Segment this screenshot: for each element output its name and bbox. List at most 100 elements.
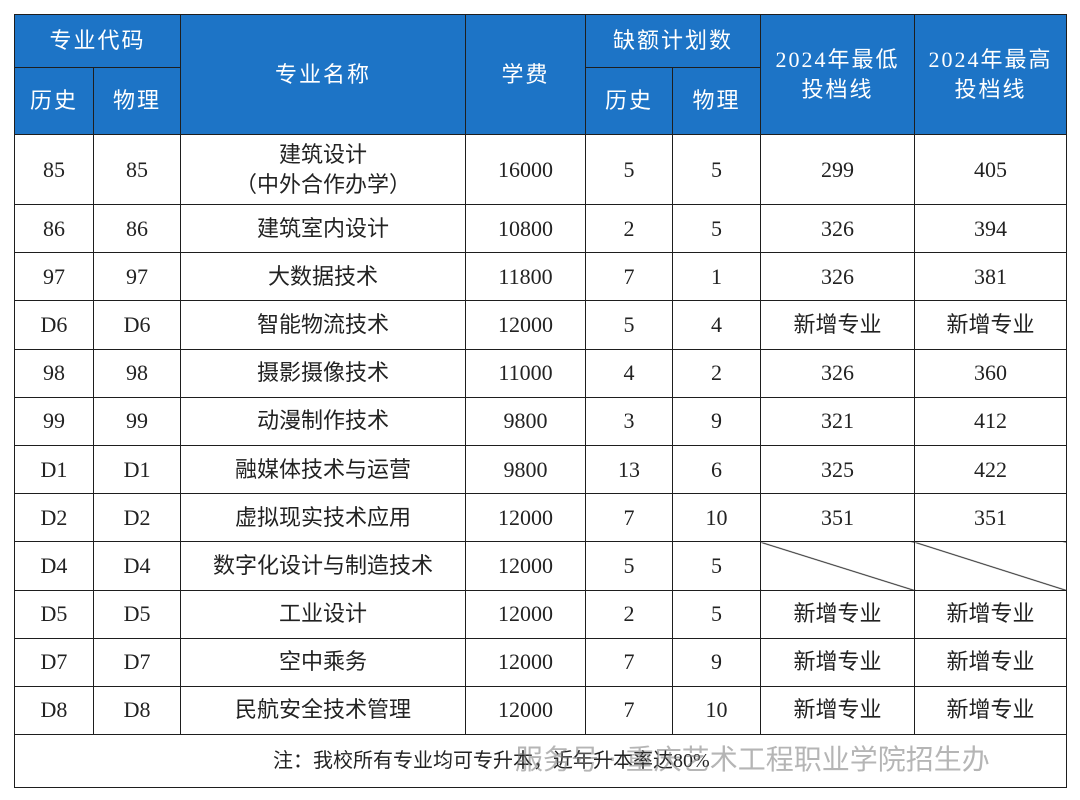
table-body: 85 85 建筑设计 （中外合作办学） 16000 5 5 299 405 86 86 建筑室内设计 1… — [14, 134, 1068, 736]
footer-cell: 注：我校所有专业均可专升本，近年升本率达80% 服务号 · 重庆艺术工程职业学院… — [13, 734, 1068, 789]
table-row: 98 98 摄影摄像技术 11000 4 2 326 360 — [14, 348, 1068, 398]
header-line: 2024年最低 — [775, 46, 900, 72]
table-cell: 7 — [585, 493, 674, 543]
header-cell: 物理 — [92, 67, 182, 135]
table-cell: 86 — [92, 203, 182, 254]
table-cell: 1 — [672, 252, 762, 302]
header-line: 投档线 — [954, 76, 1027, 102]
header-cell: 缺额计划数 — [585, 14, 762, 68]
table-cell: 422 — [914, 444, 1068, 495]
table-cell: 11000 — [465, 348, 587, 398]
table-cell: 12000 — [465, 300, 587, 350]
table-row: 86 86 建筑室内设计 10800 2 5 326 394 — [14, 203, 1068, 254]
table-cell: 99 — [14, 396, 94, 446]
table-cell: D4 — [14, 541, 94, 591]
table-cell: 13 — [585, 444, 674, 495]
table-cell: D8 — [92, 685, 182, 736]
table-cell: 6 — [672, 444, 762, 495]
table-cell: 4 — [585, 348, 674, 398]
table-cell: D5 — [14, 589, 94, 639]
cell-line: 建筑设计 — [279, 141, 368, 167]
header-cell: 历史 — [585, 67, 674, 135]
table-cell: 12000 — [465, 685, 587, 736]
table-cell: 326 — [760, 252, 916, 302]
table-cell: 98 — [14, 348, 94, 398]
cell-line: 空中乘务 — [279, 649, 368, 675]
table-row: 85 85 建筑设计 （中外合作办学） 16000 5 5 299 405 — [14, 134, 1068, 205]
table-cell: D7 — [14, 637, 94, 687]
table-cell: 85 — [14, 134, 94, 205]
table-cell: 5 — [672, 589, 762, 639]
table-cell: 虚拟现实技术应用 — [180, 493, 467, 543]
table-cell: 394 — [914, 203, 1068, 254]
table-cell: 10 — [672, 493, 762, 543]
cell-line: 融媒体技术与运营 — [235, 456, 412, 482]
table-cell: 5 — [672, 134, 762, 205]
table-row: D2 D2 虚拟现实技术应用 12000 7 10 351 351 — [14, 493, 1068, 543]
table-cell: 99 — [92, 396, 182, 446]
table-cell: 98 — [92, 348, 182, 398]
table-cell: 新增专业 — [914, 589, 1068, 639]
table-cell: D1 — [92, 444, 182, 495]
table-cell: 7 — [585, 252, 674, 302]
table-cell: D7 — [92, 637, 182, 687]
table-cell: 351 — [760, 493, 916, 543]
table-cell: D5 — [92, 589, 182, 639]
table-cell: 新增专业 — [760, 300, 916, 350]
cell-line: 工业设计 — [279, 601, 368, 627]
table-cell: 299 — [760, 134, 916, 205]
table-cell: 326 — [760, 203, 916, 254]
table-row: D1 D1 融媒体技术与运营 9800 13 6 325 422 — [14, 444, 1068, 495]
table-cell: 325 — [760, 444, 916, 495]
header-line: 投档线 — [801, 76, 874, 102]
table-cell: 新增专业 — [914, 300, 1068, 350]
table-row: 97 97 大数据技术 11800 7 1 326 381 — [14, 252, 1068, 302]
table-cell: 融媒体技术与运营 — [180, 444, 467, 495]
table-cell: 动漫制作技术 — [180, 396, 467, 446]
cell-line: 摄影摄像技术 — [257, 360, 390, 386]
header-cell: 学费 — [465, 14, 587, 135]
table-cell: 2 — [585, 203, 674, 254]
table-cell: 9 — [672, 396, 762, 446]
table-cell: 16000 — [465, 134, 587, 205]
empty-cell — [914, 541, 1068, 591]
table-cell: 4 — [672, 300, 762, 350]
table-cell: 11800 — [465, 252, 587, 302]
table-cell: 360 — [914, 348, 1068, 398]
table-cell: 12000 — [465, 493, 587, 543]
table-cell: 9800 — [465, 396, 587, 446]
table-cell: 2 — [672, 348, 762, 398]
table-cell: 工业设计 — [180, 589, 467, 639]
cell-line: 动漫制作技术 — [257, 408, 390, 434]
table-cell: 5 — [585, 134, 674, 205]
table-cell: 5 — [672, 203, 762, 254]
header-cell: 2024年最高 投档线 — [914, 14, 1068, 135]
table-row: 99 99 动漫制作技术 9800 3 9 321 412 — [14, 396, 1068, 446]
table-cell: 新增专业 — [760, 589, 916, 639]
table-row: D6 D6 智能物流技术 12000 5 4 新增专业 新增专业 — [14, 300, 1068, 350]
empty-cell — [760, 541, 916, 591]
table-cell: D1 — [14, 444, 94, 495]
table-cell: 新增专业 — [914, 685, 1068, 736]
header-cell: 专业名称 — [180, 14, 467, 135]
header-line: 2024年最高 — [928, 46, 1053, 72]
table-cell: D6 — [14, 300, 94, 350]
table-cell: 10800 — [465, 203, 587, 254]
table-cell: 12000 — [465, 589, 587, 639]
cell-line: 虚拟现实技术应用 — [235, 504, 412, 530]
table-cell: 建筑室内设计 — [180, 203, 467, 254]
table-cell: 86 — [14, 203, 94, 254]
header-cell: 物理 — [672, 67, 762, 135]
table-cell: 智能物流技术 — [180, 300, 467, 350]
cell-line: 民航安全技术管理 — [235, 697, 412, 723]
table-cell: 405 — [914, 134, 1068, 205]
table-cell: 381 — [914, 252, 1068, 302]
cell-line: （中外合作办学） — [235, 171, 412, 197]
table-cell: 351 — [914, 493, 1068, 543]
table-cell: 数字化设计与制造技术 — [180, 541, 467, 591]
header-cell: 专业代码 — [13, 14, 182, 68]
table-cell: 5 — [585, 541, 674, 591]
table-cell: 12000 — [465, 637, 587, 687]
table-cell: 摄影摄像技术 — [180, 348, 467, 398]
